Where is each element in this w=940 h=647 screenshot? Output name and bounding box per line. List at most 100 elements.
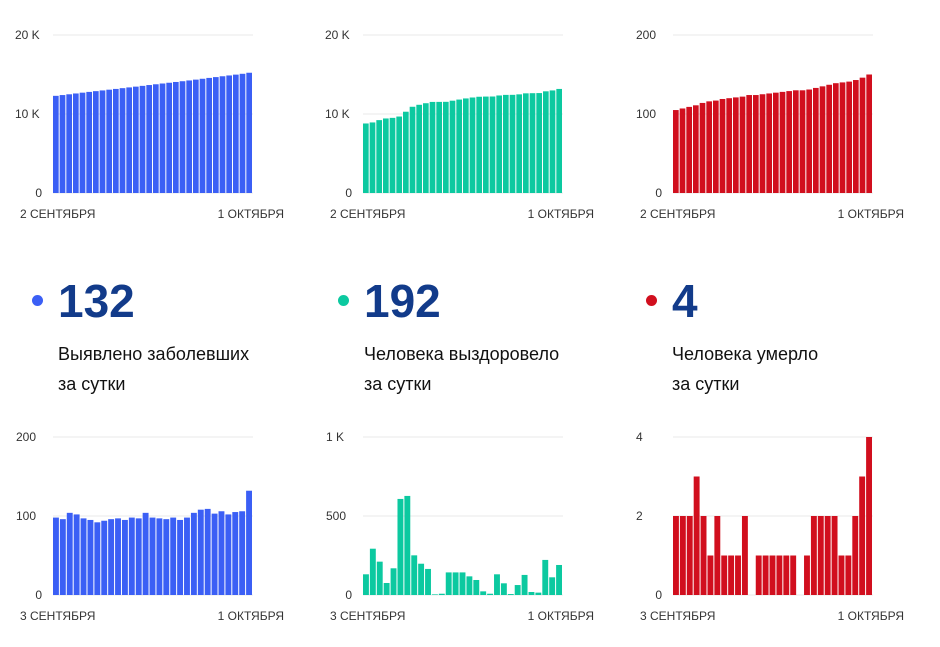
- bar: [549, 90, 556, 193]
- bar: [773, 92, 779, 193]
- y-tick-label: 200: [16, 430, 36, 444]
- bar: [516, 94, 522, 193]
- y-tick-label: 1 K: [326, 430, 344, 444]
- bar: [741, 516, 748, 595]
- bar: [411, 555, 418, 595]
- bar: [707, 555, 714, 595]
- y-tick-label: 0: [655, 588, 662, 602]
- y-tick-label: 0: [655, 186, 662, 200]
- bar: [523, 93, 529, 193]
- bar: [233, 74, 239, 193]
- bar: [153, 84, 159, 193]
- bar: [239, 73, 246, 193]
- cases-dot-icon: [32, 295, 43, 306]
- bar: [443, 101, 449, 193]
- bar: [806, 89, 812, 193]
- bar: [73, 93, 79, 193]
- y-tick-label: 20 K: [15, 28, 40, 42]
- x-tick-label-start: 3 СЕНТЯБРЯ: [20, 609, 95, 623]
- bar: [556, 564, 562, 595]
- bar: [128, 517, 135, 595]
- bar: [679, 108, 686, 193]
- bar: [94, 522, 101, 595]
- bar: [193, 79, 199, 193]
- bar: [859, 77, 866, 193]
- bar: [799, 90, 806, 193]
- recovered-dot-icon: [338, 295, 349, 306]
- bar: [783, 555, 790, 595]
- y-tick-label: 500: [326, 509, 346, 523]
- y-tick-label: 0: [35, 588, 42, 602]
- bar: [779, 91, 786, 193]
- bar: [397, 498, 404, 595]
- bar: [170, 517, 177, 595]
- bar: [838, 555, 845, 595]
- bar: [728, 555, 735, 595]
- chart-deaths-total: 0 100 200 2 СЕНТЯБРЯ 1 ОКТЯБРЯ: [636, 28, 904, 221]
- bar: [396, 116, 402, 193]
- bar: [184, 517, 190, 595]
- bar: [487, 593, 494, 595]
- bar: [686, 106, 692, 193]
- bar: [239, 511, 246, 595]
- bar: [149, 517, 156, 595]
- bar: [700, 516, 707, 595]
- bar: [556, 88, 562, 193]
- bar: [418, 563, 425, 595]
- bar: [706, 101, 712, 193]
- bar: [369, 122, 376, 193]
- bar: [463, 98, 469, 193]
- bar: [449, 100, 456, 193]
- bar: [726, 98, 732, 193]
- chart-cases-daily: 0 100 200 3 СЕНТЯБРЯ 1 ОКТЯБРЯ: [16, 430, 284, 623]
- bar: [246, 490, 252, 595]
- bar: [87, 519, 94, 595]
- bar: [423, 103, 429, 193]
- bar: [204, 508, 211, 595]
- stat-value: 4: [672, 275, 698, 327]
- bar: [425, 568, 431, 595]
- bar: [166, 82, 172, 193]
- chart-cases-total: 0 10 K 20 K 2 СЕНТЯБРЯ 1 ОКТЯБРЯ: [15, 28, 284, 221]
- bar: [146, 85, 152, 193]
- bar: [226, 75, 232, 193]
- bar: [845, 555, 852, 595]
- bar: [507, 594, 514, 595]
- bar: [549, 577, 556, 595]
- bar: [494, 574, 500, 595]
- bar: [776, 555, 783, 595]
- y-tick-label: 100: [16, 509, 36, 523]
- bar: [113, 88, 119, 193]
- bar: [445, 572, 452, 595]
- bar: [469, 97, 476, 193]
- bar: [810, 516, 817, 595]
- bar: [852, 516, 859, 595]
- bar: [389, 117, 396, 193]
- bar: [59, 95, 66, 193]
- bar: [179, 81, 186, 193]
- bar: [521, 574, 528, 595]
- bar: [376, 120, 382, 193]
- bar: [73, 514, 80, 595]
- y-tick-label: 0: [345, 186, 352, 200]
- bar: [101, 520, 108, 595]
- bar: [173, 81, 179, 193]
- bar: [121, 519, 128, 595]
- bar: [115, 518, 121, 595]
- bar: [456, 99, 462, 193]
- bar: [429, 101, 436, 193]
- bar: [746, 95, 752, 193]
- bar: [177, 519, 184, 595]
- bar: [466, 576, 473, 595]
- bar: [839, 82, 846, 193]
- bar: [739, 96, 746, 193]
- bar: [859, 476, 866, 595]
- bar: [108, 519, 115, 595]
- bar: [542, 559, 549, 595]
- bar: [496, 95, 502, 193]
- y-tick-label: 200: [636, 28, 656, 42]
- bar: [824, 516, 831, 595]
- bar: [846, 81, 852, 193]
- bar: [133, 86, 139, 193]
- stat-label: Человека выздоровело за сутки: [364, 344, 560, 394]
